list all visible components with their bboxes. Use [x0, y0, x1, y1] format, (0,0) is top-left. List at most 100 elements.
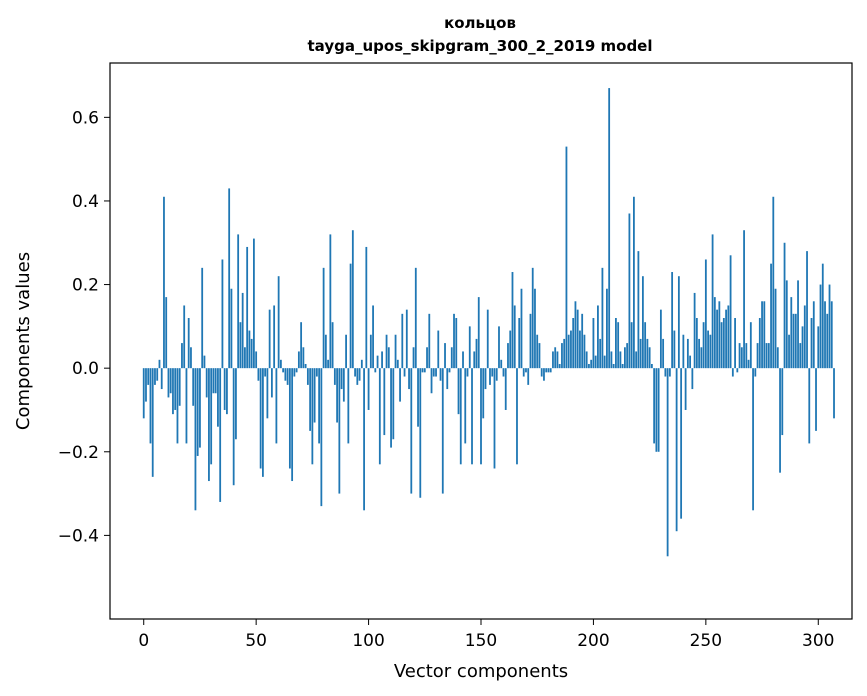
y-axis-label: Components values [13, 252, 34, 430]
bar-99 [365, 246, 368, 369]
bar-25 [199, 368, 201, 448]
bar-260 [727, 305, 730, 369]
bar-215 [626, 343, 629, 369]
bar-191 [572, 318, 575, 369]
bar-272 [754, 368, 757, 377]
bar-206 [606, 288, 608, 369]
bar-297 [810, 318, 813, 369]
bar-113 [396, 359, 399, 369]
chart-title-line1: кольцов [444, 14, 516, 32]
bar-190 [570, 330, 572, 369]
bar-100 [367, 368, 370, 410]
bar-86 [336, 368, 338, 423]
bar-46 [246, 246, 249, 369]
bar-227 [653, 368, 656, 444]
bar-90 [345, 334, 347, 369]
bar-239 [680, 368, 683, 519]
bar-256 [718, 301, 721, 369]
bar-242 [686, 338, 689, 369]
bar-82 [327, 359, 329, 369]
bar-291 [797, 280, 799, 369]
bar-16 [178, 368, 181, 406]
bar-171 [527, 368, 530, 385]
bar-12 [169, 368, 172, 394]
bar-112 [394, 334, 397, 369]
bar-35 [221, 259, 224, 369]
bar-51 [257, 368, 260, 381]
bar-231 [662, 338, 665, 369]
bar-146 [471, 368, 473, 465]
bar-299 [815, 368, 817, 431]
bar-249 [702, 322, 705, 369]
bar-94 [354, 368, 356, 377]
bar-143 [464, 368, 467, 444]
bar-267 [743, 230, 745, 369]
bar-281 [774, 288, 777, 369]
bar-266 [740, 347, 743, 369]
x-tick-label: 0 [138, 631, 149, 651]
bar-189 [567, 334, 570, 369]
bar-50 [255, 351, 258, 369]
bar-7 [158, 359, 161, 369]
bar-101 [369, 334, 372, 369]
bar-221 [639, 338, 642, 369]
bar-63 [284, 368, 287, 381]
bar-76 [313, 368, 316, 423]
bar-157 [495, 368, 498, 381]
bar-111 [392, 368, 395, 440]
bar-177 [540, 368, 543, 377]
bar-110 [390, 368, 392, 448]
bar-192 [574, 301, 577, 369]
bar-247 [698, 338, 700, 369]
bar-125 [423, 368, 426, 373]
bar-142 [462, 351, 464, 369]
bar-251 [707, 330, 709, 369]
bar-58 [273, 305, 276, 369]
bar-164 [511, 272, 514, 369]
x-tick-label: 50 [245, 631, 267, 651]
bar-132 [439, 368, 442, 381]
bar-243 [689, 355, 692, 369]
bar-218 [633, 196, 635, 369]
bar-149 [477, 297, 480, 369]
y-tick-label: 0.2 [72, 276, 99, 296]
bar-77 [315, 368, 318, 377]
bar-19 [185, 368, 188, 444]
bar-284 [781, 368, 784, 436]
bar-204 [601, 267, 604, 369]
bar-263 [734, 318, 736, 369]
bar-216 [628, 213, 631, 369]
bar-163 [509, 330, 512, 369]
bar-87 [338, 368, 341, 494]
bar-20 [187, 318, 190, 369]
bar-48 [250, 338, 253, 369]
bar-81 [324, 334, 327, 369]
bar-71 [302, 347, 305, 369]
bar-286 [785, 280, 788, 369]
bar-115 [401, 313, 404, 369]
bar-294 [803, 305, 806, 369]
bar-136 [448, 368, 451, 373]
bar-276 [763, 301, 766, 369]
bar-133 [441, 368, 444, 494]
bar-277 [765, 343, 768, 369]
bar-226 [650, 363, 653, 369]
bar-262 [731, 368, 734, 377]
bar-151 [482, 368, 485, 419]
bar-138 [453, 313, 455, 369]
bar-207 [608, 88, 611, 369]
bar-301 [819, 284, 822, 369]
x-tick-label: 100 [352, 631, 384, 651]
bar-39 [230, 288, 233, 369]
bar-194 [579, 330, 581, 369]
bar-225 [648, 347, 651, 369]
bar-18 [183, 305, 186, 369]
bar-119 [410, 368, 413, 494]
bar-282 [776, 347, 779, 369]
bar-223 [644, 322, 647, 369]
bar-5 [154, 368, 156, 385]
bar-229 [657, 368, 660, 452]
bar-83 [329, 234, 332, 369]
bar-293 [801, 326, 804, 369]
bar-68 [295, 368, 298, 373]
